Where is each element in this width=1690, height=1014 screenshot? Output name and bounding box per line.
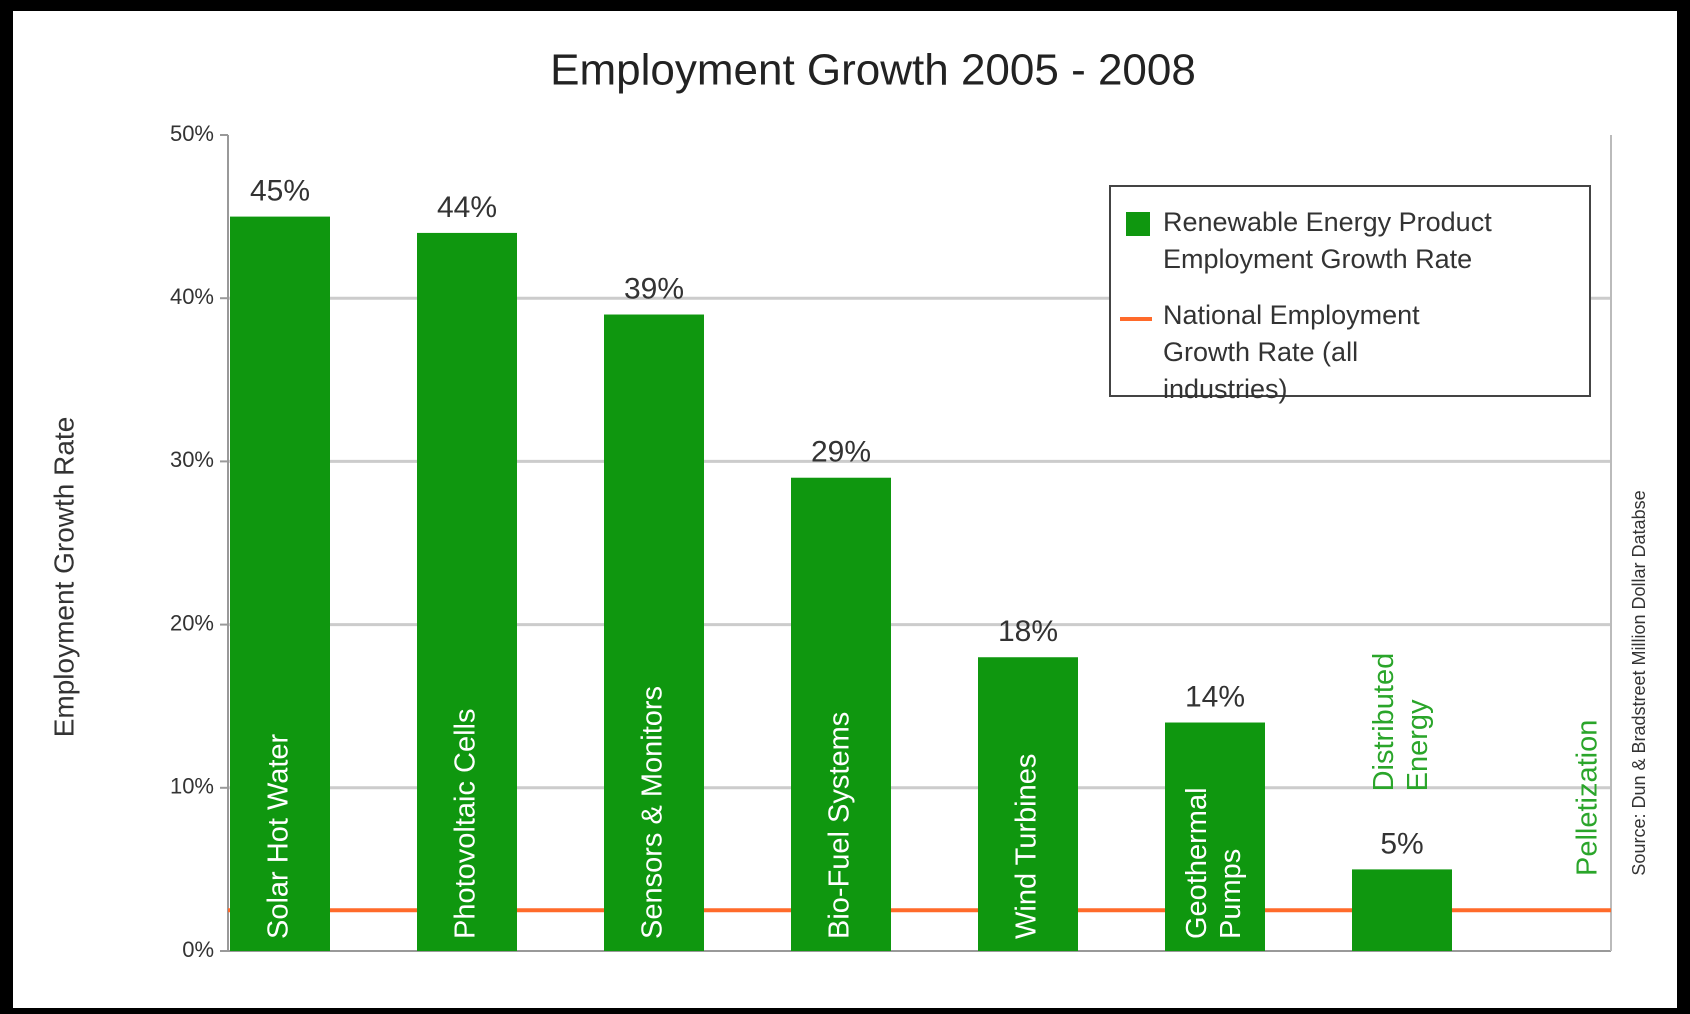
bar <box>1352 869 1452 951</box>
y-axis-label: Employment Growth Rate <box>48 417 79 738</box>
bar <box>230 216 330 952</box>
value-label: 5% <box>1380 827 1423 860</box>
chart-title: Employment Growth 2005 - 2008 <box>550 46 1196 95</box>
value-label: 44% <box>437 191 497 224</box>
category-label: GeothermalPumps <box>1181 787 1247 939</box>
bar <box>791 477 891 951</box>
value-label: 29% <box>811 436 871 469</box>
value-label: 14% <box>1185 680 1245 713</box>
category-label: Pelletization <box>1572 720 1604 876</box>
legend-label: Renewable Energy Product Employment Growt… <box>1163 207 1492 274</box>
value-label: 18% <box>998 615 1058 648</box>
y-tick-label: 20% <box>170 610 214 635</box>
legend-swatch <box>1126 212 1150 236</box>
category-label: Bio-Fuel Systems <box>824 712 856 939</box>
value-label: 39% <box>624 272 684 305</box>
y-tick-label: 30% <box>170 447 214 472</box>
category-label: Sensors & Monitors <box>637 686 669 939</box>
category-label: Wind Turbines <box>1011 754 1043 939</box>
y-tick-label: 40% <box>170 284 214 309</box>
category-label: DistributedEnergy <box>1368 653 1434 792</box>
value-label: 45% <box>250 175 310 208</box>
bar <box>978 657 1078 951</box>
category-label: Solar Hot Water <box>263 733 295 939</box>
y-tick-label: 50% <box>170 121 214 146</box>
category-label: Photovoltaic Cells <box>450 709 482 940</box>
legend-box <box>1109 185 1591 397</box>
bar <box>1165 722 1265 951</box>
y-tick-label: 0% <box>182 937 214 962</box>
y-tick-label: 10% <box>170 774 214 799</box>
source-note: Source: Dun & Bradstreet Million Dollar … <box>1629 490 1649 875</box>
bar <box>604 314 704 951</box>
bar <box>417 232 517 952</box>
legend-label: National Employment Growth Rate (all indus… <box>1163 300 1420 404</box>
